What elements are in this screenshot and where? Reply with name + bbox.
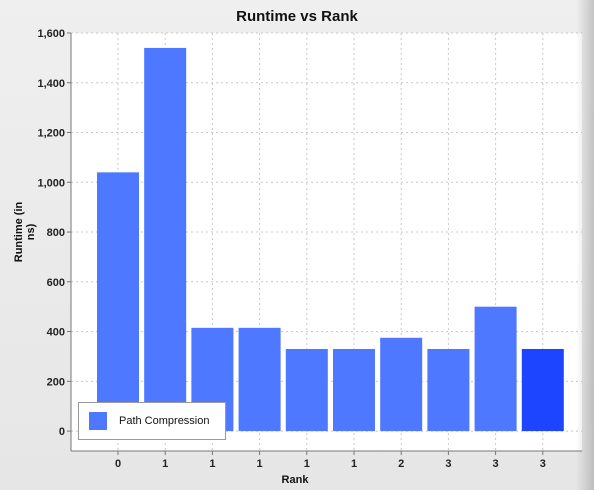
x-tick-label: 1 <box>162 458 168 470</box>
chart-title: Runtime vs Rank <box>236 8 358 25</box>
y-tick-label: 600 <box>47 277 65 289</box>
x-axis-label: Rank <box>281 474 309 486</box>
y-tick-label: 1,600 <box>37 28 65 40</box>
bar <box>144 47 187 432</box>
bar <box>474 306 517 432</box>
bar <box>285 348 328 432</box>
y-tick-label: 0 <box>59 426 65 438</box>
bar <box>380 337 423 432</box>
y-tick-label: 1,000 <box>37 177 65 189</box>
x-tick-label: 3 <box>445 458 451 470</box>
x-tick-label: 1 <box>351 458 357 470</box>
x-tick-label: 3 <box>540 458 546 470</box>
bar <box>97 172 139 432</box>
legend-label: Path Compression <box>119 415 210 427</box>
bar <box>521 348 564 432</box>
bar <box>238 327 281 432</box>
x-tick-label: 1 <box>209 458 215 470</box>
legend: Path Compression <box>78 402 226 440</box>
x-tick-label: 2 <box>398 458 404 470</box>
axis-layer: 0 200 400 600 800 1,000 1,200 1,400 1,600 0 1 1 1 1 1 2… <box>37 28 582 470</box>
y-tick-label: 1,200 <box>37 128 65 140</box>
y-tick-label: 400 <box>47 327 65 339</box>
y-tick-label: 200 <box>47 376 65 388</box>
bar <box>427 348 470 432</box>
x-tick-label: 1 <box>304 458 310 470</box>
x-tick-label: 1 <box>257 458 263 470</box>
x-tick-label: 3 <box>493 458 499 470</box>
y-tick-label: 1,400 <box>37 78 65 90</box>
x-tick-label: 0 <box>115 458 121 470</box>
bar-layer <box>97 47 564 432</box>
bar <box>333 348 375 432</box>
y-tick-label: 800 <box>47 227 65 239</box>
legend-swatch <box>89 412 107 430</box>
